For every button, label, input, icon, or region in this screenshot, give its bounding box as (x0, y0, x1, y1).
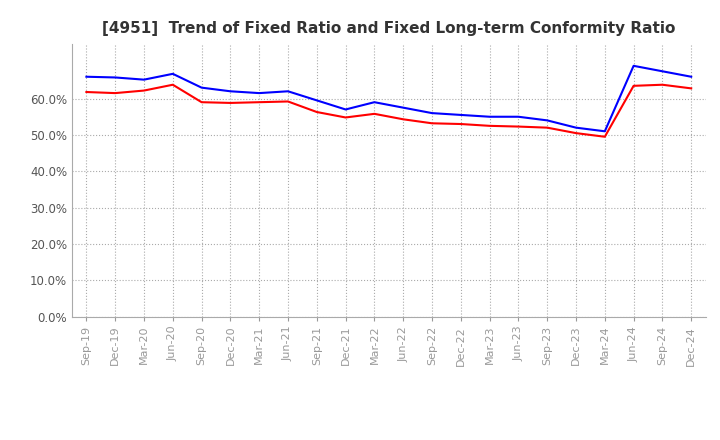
Fixed Long-term Conformity Ratio (514, 124, 523, 129)
Fixed Long-term Conformity Ratio (399, 117, 408, 122)
Fixed Ratio (284, 88, 292, 94)
Fixed Long-term Conformity Ratio (485, 123, 494, 128)
Fixed Ratio (687, 74, 696, 79)
Fixed Ratio (485, 114, 494, 119)
Fixed Long-term Conformity Ratio (543, 125, 552, 130)
Fixed Ratio (255, 91, 264, 96)
Fixed Long-term Conformity Ratio (255, 99, 264, 105)
Fixed Long-term Conformity Ratio (341, 115, 350, 120)
Fixed Ratio (428, 110, 436, 116)
Fixed Ratio (197, 85, 206, 90)
Fixed Long-term Conformity Ratio (600, 134, 609, 139)
Line: Fixed Long-term Conformity Ratio: Fixed Long-term Conformity Ratio (86, 85, 691, 137)
Fixed Ratio (600, 128, 609, 134)
Fixed Ratio (82, 74, 91, 79)
Fixed Long-term Conformity Ratio (370, 111, 379, 117)
Fixed Long-term Conformity Ratio (456, 121, 465, 127)
Fixed Ratio (341, 107, 350, 112)
Fixed Long-term Conformity Ratio (658, 82, 667, 88)
Fixed Ratio (572, 125, 580, 130)
Fixed Ratio (456, 112, 465, 117)
Fixed Ratio (399, 105, 408, 110)
Fixed Long-term Conformity Ratio (111, 91, 120, 96)
Fixed Ratio (370, 99, 379, 105)
Fixed Ratio (140, 77, 148, 82)
Fixed Ratio (629, 63, 638, 69)
Title: [4951]  Trend of Fixed Ratio and Fixed Long-term Conformity Ratio: [4951] Trend of Fixed Ratio and Fixed Lo… (102, 21, 675, 36)
Fixed Long-term Conformity Ratio (572, 131, 580, 136)
Fixed Long-term Conformity Ratio (312, 110, 321, 115)
Fixed Long-term Conformity Ratio (226, 100, 235, 106)
Fixed Ratio (168, 71, 177, 77)
Fixed Ratio (226, 88, 235, 94)
Fixed Long-term Conformity Ratio (687, 86, 696, 91)
Fixed Ratio (111, 75, 120, 80)
Fixed Ratio (312, 98, 321, 103)
Fixed Long-term Conformity Ratio (197, 99, 206, 105)
Fixed Ratio (658, 69, 667, 74)
Fixed Ratio (543, 118, 552, 123)
Fixed Long-term Conformity Ratio (140, 88, 148, 93)
Line: Fixed Ratio: Fixed Ratio (86, 66, 691, 131)
Fixed Long-term Conformity Ratio (82, 89, 91, 95)
Fixed Long-term Conformity Ratio (629, 83, 638, 88)
Fixed Long-term Conformity Ratio (428, 121, 436, 126)
Fixed Long-term Conformity Ratio (284, 99, 292, 104)
Fixed Long-term Conformity Ratio (168, 82, 177, 88)
Fixed Ratio (514, 114, 523, 119)
